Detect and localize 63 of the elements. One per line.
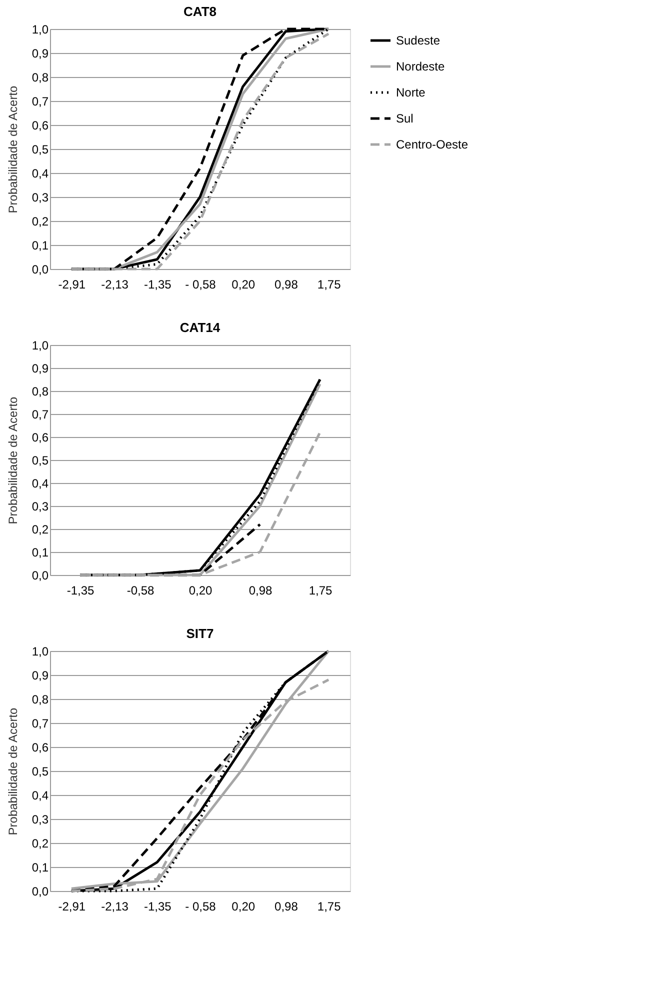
x-tick-label: 1,75 <box>317 900 342 914</box>
y-tick-label: 0,3 <box>32 812 49 826</box>
x-tick-label: 0,98 <box>274 278 298 292</box>
legend-label: Centro-Oeste <box>396 138 468 152</box>
y-axis-title: Probabilidade de Acerto <box>6 85 20 214</box>
legend-label: Sul <box>396 112 414 126</box>
chart-title: SIT7 <box>186 626 214 641</box>
y-tick-label: 0,6 <box>32 118 49 132</box>
x-tick-label: 1,75 <box>308 584 332 598</box>
y-tick-label: 0,7 <box>32 94 49 108</box>
y-tick-label: 0,7 <box>32 716 49 730</box>
y-axis-title: Probabilidade de Acerto <box>6 396 20 524</box>
y-tick-label: 0,4 <box>32 476 49 490</box>
x-tick-label: -1,35 <box>144 900 172 914</box>
y-tick-label: 0,8 <box>32 384 49 398</box>
y-tick-label: 0,5 <box>32 764 49 778</box>
x-tick-label: -1,35 <box>66 584 94 598</box>
x-tick-label: -1,35 <box>144 278 172 292</box>
y-tick-label: 0,0 <box>32 568 49 582</box>
y-tick-label: 0,6 <box>32 740 49 754</box>
y-tick-label: 1,0 <box>32 22 49 36</box>
x-tick-label: -0,58 <box>126 584 154 598</box>
x-tick-label: 0,98 <box>248 584 272 598</box>
y-tick-label: 0,9 <box>32 668 49 682</box>
x-tick-label: 0,20 <box>188 584 212 598</box>
y-tick-label: 0,2 <box>32 214 49 228</box>
y-tick-label: 0,7 <box>32 408 49 422</box>
y-tick-label: 0,0 <box>32 262 49 276</box>
y-tick-label: 0,9 <box>32 362 49 376</box>
y-axis-title: Probabilidade de Acerto <box>6 707 20 836</box>
y-tick-label: 0,5 <box>32 142 49 156</box>
y-tick-label: 1,0 <box>32 338 49 352</box>
y-tick-label: 0,8 <box>32 70 49 84</box>
x-tick-label: 0,20 <box>232 278 256 292</box>
y-tick-label: 0,4 <box>32 788 49 802</box>
x-tick-label: 0,20 <box>232 900 256 914</box>
legend-label: Nordeste <box>396 60 446 74</box>
x-tick-label: - 0,58 <box>185 900 216 914</box>
y-tick-label: 0,3 <box>32 190 49 204</box>
x-tick-label: -2,13 <box>101 278 129 292</box>
y-tick-label: 0,0 <box>32 884 49 898</box>
x-tick-label: -2,91 <box>58 900 86 914</box>
y-tick-label: 0,1 <box>32 546 49 560</box>
y-tick-label: 0,5 <box>32 454 49 468</box>
y-tick-label: 0,1 <box>32 860 49 874</box>
y-tick-label: 0,2 <box>32 522 49 536</box>
x-tick-label: - 0,58 <box>185 278 216 292</box>
chart-title: CAT8 <box>184 4 216 19</box>
y-tick-label: 0,4 <box>32 166 49 180</box>
legend-label: Norte <box>396 86 426 100</box>
y-tick-label: 0,3 <box>32 500 49 514</box>
x-tick-label: -2,13 <box>101 900 129 914</box>
legend-label: Sudeste <box>396 34 440 48</box>
y-tick-label: 0,1 <box>32 238 49 252</box>
y-tick-label: 0,8 <box>32 692 49 706</box>
y-tick-label: 0,2 <box>32 836 49 850</box>
x-tick-label: 0,98 <box>274 900 298 914</box>
x-tick-label: 1,75 <box>317 278 342 292</box>
x-tick-label: -2,91 <box>58 278 86 292</box>
y-tick-label: 0,9 <box>32 46 49 60</box>
y-tick-label: 1,0 <box>32 644 49 658</box>
chart-title: CAT14 <box>180 320 221 335</box>
y-tick-label: 0,6 <box>32 430 49 444</box>
